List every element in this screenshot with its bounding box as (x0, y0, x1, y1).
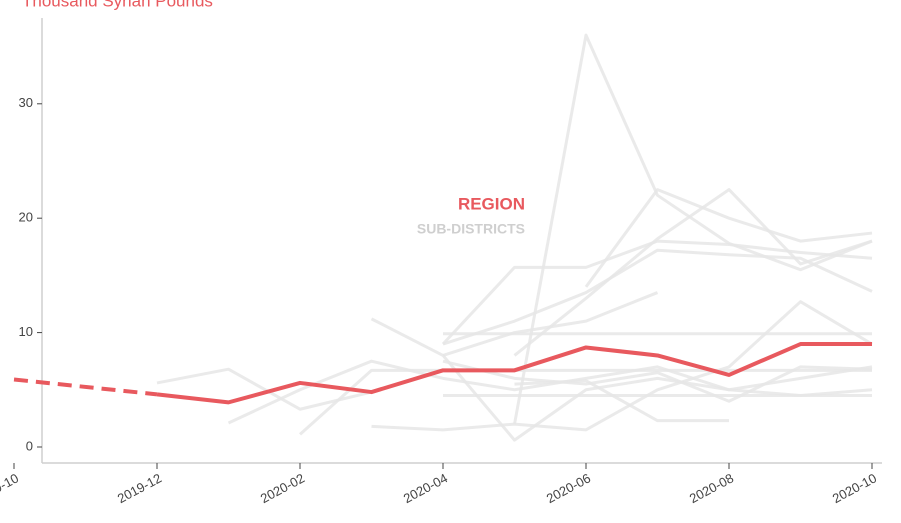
subdistrict-line (298, 368, 872, 436)
y-tick-label: 10 (19, 324, 33, 339)
x-tick-label: 2020-08 (687, 470, 736, 506)
subdistrict-line (442, 291, 659, 357)
y-tick-label: 0 (26, 438, 33, 453)
x-tick-label: 2020-02 (258, 470, 307, 506)
subdistrict-line (514, 379, 729, 423)
legend-subdistricts: SUB-DISTRICTS (417, 221, 525, 237)
chart-title: Thousand Syrian Pounds (22, 0, 213, 10)
y-tick-label: 30 (19, 95, 33, 110)
x-tick-label: 2019-10 (0, 470, 21, 506)
subdistrict-line (513, 188, 873, 357)
region-line (156, 342, 872, 405)
subdistrict-line (371, 300, 873, 432)
y-tick-label: 20 (19, 210, 33, 225)
subdistrict-line (442, 248, 873, 346)
x-tick-label: 2020-06 (544, 470, 593, 506)
subdistrict-line (584, 188, 873, 288)
legend-region: REGION (458, 194, 525, 213)
gap-connector (13, 377, 158, 397)
subdistrict-line (441, 239, 873, 346)
x-tick-label: 2019-12 (115, 470, 164, 506)
x-tick-label: 2020-10 (830, 470, 879, 506)
x-tick-label: 2020-04 (401, 470, 450, 506)
subdistrict-line (442, 359, 873, 403)
